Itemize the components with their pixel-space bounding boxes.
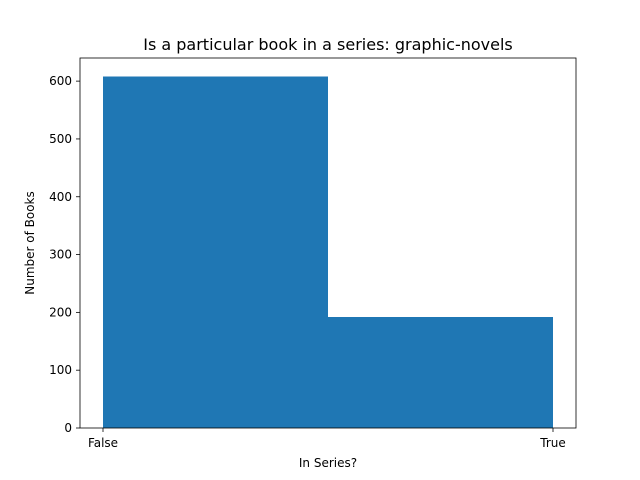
y-tick-label: 300 — [49, 248, 72, 262]
y-tick-label: 0 — [64, 421, 72, 435]
y-axis-label: Number of Books — [23, 191, 37, 295]
y-tick-label: 200 — [49, 305, 72, 319]
y-tick-label: 600 — [49, 74, 72, 88]
x-tick-label-true: True — [539, 436, 566, 450]
chart-title: Is a particular book in a series: graphi… — [143, 35, 513, 54]
bar-true — [328, 317, 553, 428]
y-tick-label: 400 — [49, 190, 72, 204]
bars-group — [103, 76, 553, 428]
x-tick-label-false: False — [88, 436, 118, 450]
y-axis-ticks: 0 100 200 300 400 500 600 — [49, 74, 80, 435]
y-tick-label: 500 — [49, 132, 72, 146]
y-tick-label: 100 — [49, 363, 72, 377]
plot-frame — [79, 57, 577, 429]
bar-false — [103, 76, 328, 428]
x-axis-label: In Series? — [299, 456, 357, 470]
x-axis-ticks: False True — [88, 428, 566, 450]
